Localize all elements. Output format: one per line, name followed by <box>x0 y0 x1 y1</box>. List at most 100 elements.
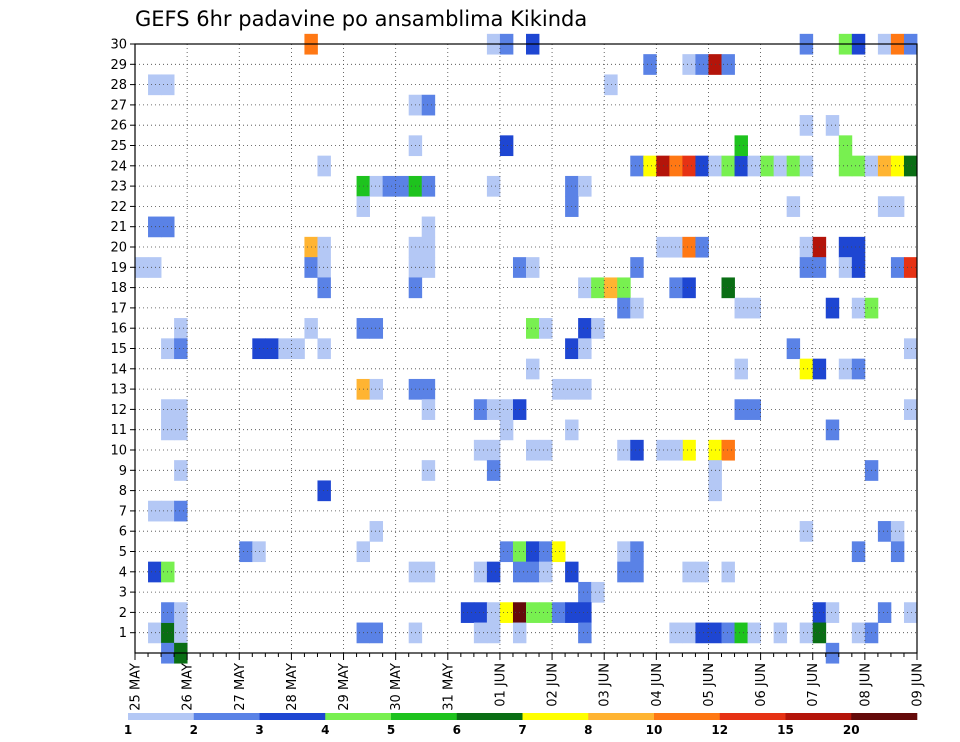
heatmap-cell <box>591 318 605 339</box>
heatmap-cell <box>630 297 644 319</box>
colorbar-segment <box>193 713 260 720</box>
heatmap-cell <box>148 561 162 583</box>
heatmap-cell <box>421 236 436 258</box>
heatmap-cell <box>317 236 331 258</box>
heatmap-cell <box>578 581 592 603</box>
x-tick-label: 07 JUN <box>806 663 821 707</box>
colorbar-segment <box>128 713 195 720</box>
colorbar-label: 7 <box>518 723 526 737</box>
x-tick-label: 04 JUN <box>650 663 665 707</box>
heatmap-cell <box>903 155 918 177</box>
heatmap-cell <box>317 480 331 502</box>
colorbar-segment <box>259 713 326 720</box>
heatmap-cell <box>539 439 553 461</box>
heatmap-cell <box>526 602 540 623</box>
heatmap-cell <box>669 155 683 177</box>
heatmap-cell <box>825 419 840 441</box>
heatmap-cell <box>630 561 644 583</box>
heatmap-cell <box>734 622 748 644</box>
heatmap-cell <box>473 439 488 461</box>
heatmap-cell <box>643 155 657 177</box>
heatmap-cell <box>526 561 540 583</box>
heatmap-cell <box>682 54 696 75</box>
heatmap-cell <box>773 155 788 177</box>
heatmap-cell <box>486 602 501 623</box>
x-tick-label: 25 MAY <box>129 663 144 711</box>
heatmap-cell <box>721 622 735 644</box>
colorbar-segment <box>785 713 852 720</box>
heatmap-cell <box>721 155 735 177</box>
heatmap-cell <box>148 216 162 238</box>
heatmap-cell <box>552 541 566 563</box>
colorbar-segment <box>325 713 392 720</box>
heatmap-cell <box>526 439 540 461</box>
colorbar-label: 8 <box>584 723 592 737</box>
colorbar-label: 20 <box>843 723 860 737</box>
heatmap-cell <box>851 358 866 380</box>
heatmap-cell <box>630 257 644 278</box>
y-tick-label: 6 <box>119 525 127 540</box>
y-tick-label: 17 <box>110 301 127 316</box>
heatmap-cell <box>734 135 748 157</box>
heatmap-cell <box>174 338 188 360</box>
heatmap-cell <box>669 277 683 299</box>
x-tick-label: 02 JUN <box>546 663 561 707</box>
colorbar-label: 12 <box>711 723 728 737</box>
heatmap-cell <box>825 297 840 319</box>
heatmap-cell <box>369 521 384 542</box>
heatmap-cell <box>786 196 801 217</box>
heatmap-cell <box>734 155 748 177</box>
heatmap-cell <box>825 115 840 136</box>
heatmap-cell <box>317 257 331 278</box>
y-tick-label: 9 <box>119 464 127 479</box>
heatmap-cell <box>148 74 162 96</box>
y-tick-label: 11 <box>110 423 127 438</box>
heatmap-cell <box>838 155 853 177</box>
heatmap-cell <box>578 175 592 197</box>
x-tick-label: 08 JUN <box>858 663 873 707</box>
heatmap-cell <box>890 257 905 278</box>
heatmap-cell <box>578 622 592 644</box>
y-tick-label: 2 <box>119 606 127 621</box>
heatmap-cell <box>903 602 918 623</box>
colorbar-label: 15 <box>777 723 794 737</box>
y-tick-label: 7 <box>119 504 127 519</box>
heatmap-cell <box>630 541 644 563</box>
y-tick-label: 24 <box>110 159 127 174</box>
grid-lines <box>135 43 918 653</box>
heatmap-cell <box>421 175 436 197</box>
heatmap-cell <box>369 622 384 644</box>
heatmap-cell <box>721 561 735 583</box>
heatmap-cell <box>838 135 853 157</box>
heatmap-cell <box>604 277 618 299</box>
heatmap-cell <box>890 521 905 542</box>
heatmap-cell <box>695 54 709 75</box>
heatmap-cells <box>135 33 918 664</box>
x-tick-label: 29 MAY <box>337 663 352 711</box>
y-tick-label: 1 <box>119 626 127 641</box>
heatmap-cell <box>682 236 696 258</box>
heatmap-cell <box>539 561 553 583</box>
heatmap-cell <box>734 358 748 380</box>
heatmap-cell <box>682 439 696 461</box>
x-tick-label: 31 MAY <box>441 663 456 711</box>
heatmap-cell <box>695 622 709 644</box>
x-tick-label: 06 JUN <box>754 663 769 707</box>
chart-title: GEFS 6hr padavine po ansamblima Kikinda <box>135 7 587 31</box>
heatmap-cell <box>578 277 592 299</box>
heatmap-cell <box>317 338 331 360</box>
heatmap-cell <box>369 175 384 197</box>
heatmap-cell <box>174 399 188 420</box>
heatmap-cell <box>174 622 188 644</box>
heatmap-cell <box>851 297 866 319</box>
heatmap-cell <box>604 74 618 96</box>
heatmap-cell <box>747 399 761 420</box>
x-tick-label: 05 JUN <box>702 663 717 707</box>
heatmap-cell <box>317 277 331 299</box>
heatmap-cell <box>421 399 436 420</box>
heatmap-cell <box>682 155 696 177</box>
y-tick-label: 23 <box>110 180 127 195</box>
heatmap-cell <box>721 277 735 299</box>
heatmap-cell <box>825 602 840 623</box>
heatmap-cell <box>903 257 918 278</box>
